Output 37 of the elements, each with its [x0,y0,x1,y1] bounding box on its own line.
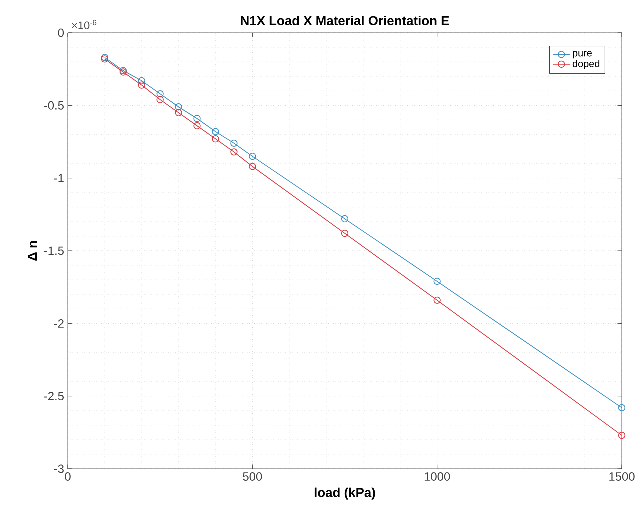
text: ×10$^{-6}$ [72,20,97,30]
point [212,136,220,143]
point [341,230,349,238]
point [618,404,626,412]
point [434,278,441,286]
y-axis-title: Δ n [28,241,38,261]
point [156,90,164,98]
x-tick-label: 0 [65,472,71,481]
x-tick-label: 500 [243,472,262,481]
point [194,115,201,122]
point [434,296,441,304]
y-tick-label: -2.5 [44,392,64,401]
legend-label: pure [573,51,592,59]
point [230,140,238,148]
point [156,96,164,104]
y-tick-label: -2 [54,319,64,328]
point [175,104,182,111]
point [618,432,626,440]
y-tick-label: -1.5 [44,246,64,256]
point [249,163,256,170]
point [138,77,146,85]
point [194,122,201,130]
x-tick-label: 1000 [424,472,450,481]
point [249,152,256,160]
x-tick-label: 1500 [610,472,635,481]
y-tick-label: 0 [58,28,64,38]
y-tick-label: -3 [54,464,64,474]
point [138,82,146,89]
y-tick-label: -1 [54,174,64,182]
point [341,215,349,223]
x-axis-title: load (kPa) [314,488,376,500]
point [175,109,182,117]
legend-label: doped [572,60,600,70]
point [212,128,220,136]
chart-title: N1X Load X Material Orientation E [241,16,450,26]
point [230,148,238,156]
y-tick-label: -0.5 [44,101,64,110]
